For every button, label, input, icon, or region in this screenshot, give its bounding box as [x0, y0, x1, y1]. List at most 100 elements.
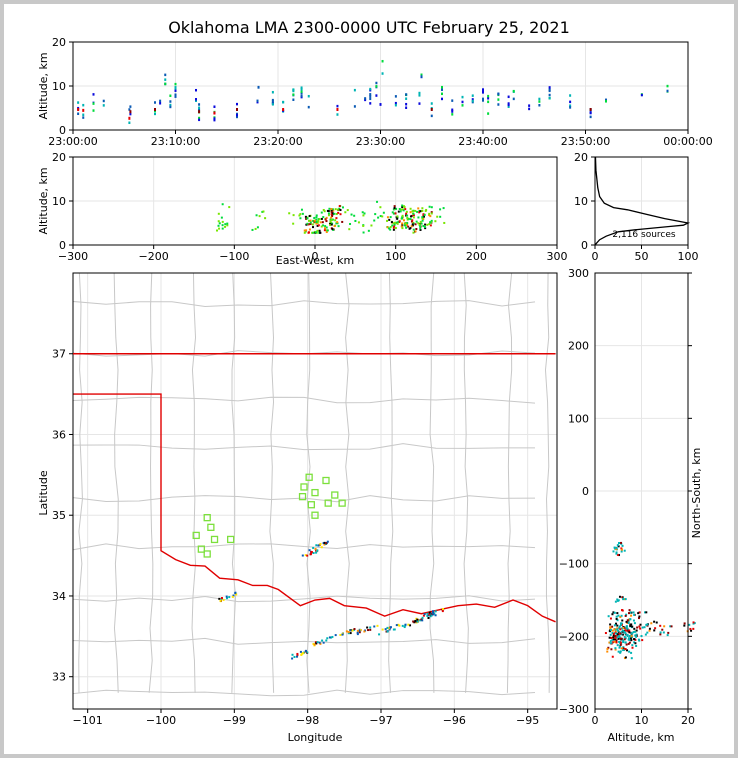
altitude-time-source: [92, 93, 95, 96]
northsouth-altitude-source: [622, 598, 625, 601]
altitude-time-source: [461, 95, 464, 99]
altitude-time-source: [353, 105, 356, 108]
altitude-time-source: [159, 102, 162, 105]
plan-view-source: [398, 624, 401, 627]
northsouth-altitude-source: [667, 631, 670, 634]
altitude-time-source: [512, 89, 515, 93]
altitude-time-source: [487, 100, 490, 104]
altitude-time-source: [198, 118, 201, 122]
plan-view-source: [313, 643, 316, 646]
altitude-eastwest-source: [305, 217, 308, 220]
northsouth-altitude-source: [622, 649, 625, 652]
altitude-eastwest-source: [317, 224, 320, 227]
altitude-eastwest-source: [382, 211, 385, 214]
altitude-time-source: [336, 108, 339, 111]
altitude-eastwest-source: [430, 206, 433, 209]
hist-tick-label: 0: [581, 239, 588, 252]
altitude-eastwest-source: [319, 231, 322, 234]
plan-view-source: [302, 652, 305, 655]
altitude-eastwest-source: [329, 220, 332, 223]
plan-view-source: [306, 554, 309, 557]
plan-view-source: [347, 631, 350, 634]
plan-view-source: [431, 612, 434, 615]
northsouth-altitude-source: [606, 650, 609, 653]
plan-view-source: [384, 628, 387, 631]
altitude-eastwest-source: [329, 223, 332, 226]
altitude-time-source: [375, 85, 378, 88]
altitude-time-source: [471, 98, 474, 101]
altitude-eastwest-source: [389, 226, 392, 229]
altitude-eastwest-source: [401, 206, 404, 209]
altitude-eastwest-source: [442, 207, 445, 210]
altitude-eastwest-source: [423, 213, 426, 216]
plan-view-source: [429, 615, 432, 618]
altitude-time-source: [369, 87, 372, 91]
altitude-eastwest-source: [317, 219, 320, 222]
northsouth-altitude-source: [607, 646, 610, 649]
plan-view-source: [378, 633, 381, 636]
altitude-eastwest-source: [331, 218, 334, 221]
plan-view-source: [291, 653, 294, 656]
plan-view-source: [386, 630, 389, 633]
altitude-eastwest-source: [418, 211, 421, 214]
plan-view-source: [341, 633, 344, 636]
lma-station-marker: [192, 531, 200, 540]
altitude-eastwest-source: [412, 214, 415, 217]
altitude-time-source: [394, 101, 397, 105]
northsouth-altitude-source: [608, 636, 611, 639]
altitude-time-source: [102, 104, 105, 107]
northsouth-altitude-source: [628, 629, 631, 632]
county-line: [306, 272, 311, 693]
northsouth-altitude-source: [630, 614, 633, 617]
altitude-eastwest-source: [429, 215, 432, 218]
northsouth-altitude-source: [615, 622, 618, 625]
altitude-eastwest-source: [422, 213, 425, 216]
altitude-eastwest-source: [337, 225, 340, 228]
lma-station-marker: [298, 493, 307, 501]
altitude-eastwest-source: [327, 212, 330, 215]
altitude-eastwest-source: [424, 227, 427, 230]
altitude-time-source: [369, 93, 372, 96]
longitude-tick-label: −95: [516, 714, 539, 727]
altitude-eastwest-source: [367, 229, 370, 232]
plan-view-source: [315, 551, 318, 554]
northsouth-altitude-source: [615, 546, 618, 549]
northsouth-altitude-source: [617, 635, 620, 638]
northsouth-altitude-source: [624, 648, 627, 651]
altitude-eastwest-source: [411, 224, 414, 227]
altitude-eastwest-source: [264, 217, 267, 220]
altitude-time-source: [336, 104, 339, 108]
northsouth-altitude-source: [611, 613, 614, 616]
plan-view-source: [404, 623, 407, 626]
altitude-eastwest-source: [374, 213, 377, 216]
northsouth-altitude-source: [627, 622, 630, 625]
northsouth-altitude-source: [620, 623, 623, 626]
northsouth-altitude-source: [628, 618, 631, 621]
altitude-time-source: [666, 89, 669, 93]
plan-view-source: [318, 641, 321, 644]
altitude-eastwest-source: [309, 222, 312, 225]
altitude-eastwest-source: [315, 216, 318, 219]
altitude-eastwest-source: [439, 208, 442, 211]
altitude-eastwest-source: [339, 209, 342, 212]
altitude-eastwest-source: [411, 219, 414, 222]
altitude-eastwest-source: [389, 228, 392, 231]
time-tick-label: 23:40:00: [458, 135, 507, 148]
altitude-eastwest-source: [405, 212, 408, 215]
northsouth-altitude-source: [621, 633, 624, 636]
altitude-eastwest-source: [346, 209, 349, 212]
altitude-eastwest-source: [344, 211, 347, 214]
altitude-eastwest-source: [308, 219, 311, 222]
northsouth-altitude-source: [630, 657, 633, 660]
county-line: [72, 396, 536, 404]
northsouth-altitude-source: [620, 647, 623, 650]
altitude-time-source: [451, 113, 454, 116]
altitude-eastwest-source: [326, 229, 329, 232]
altitude-eastwest-source: [394, 212, 397, 215]
northsouth-altitude-source: [615, 639, 618, 642]
altitude-time-source: [213, 118, 216, 122]
ns-tick-label: −300: [559, 703, 589, 716]
altitude-eastwest-source: [411, 223, 414, 226]
altitude-time-source: [482, 91, 484, 94]
altitude-time-source: [102, 99, 105, 103]
